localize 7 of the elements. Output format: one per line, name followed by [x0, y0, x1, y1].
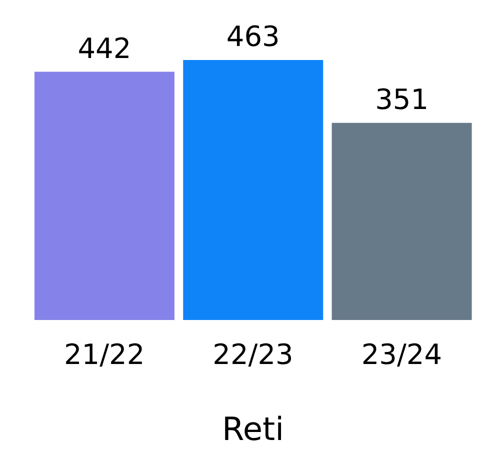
- x-axis-title: Reti: [222, 410, 284, 448]
- x-tick-label: 22/23: [212, 338, 294, 371]
- data-label: 463: [226, 20, 280, 53]
- x-tick-label: 23/24: [361, 338, 442, 371]
- data-label: 351: [375, 82, 429, 116]
- data-label: 442: [78, 32, 132, 65]
- x-tick-label: 21/22: [64, 338, 145, 371]
